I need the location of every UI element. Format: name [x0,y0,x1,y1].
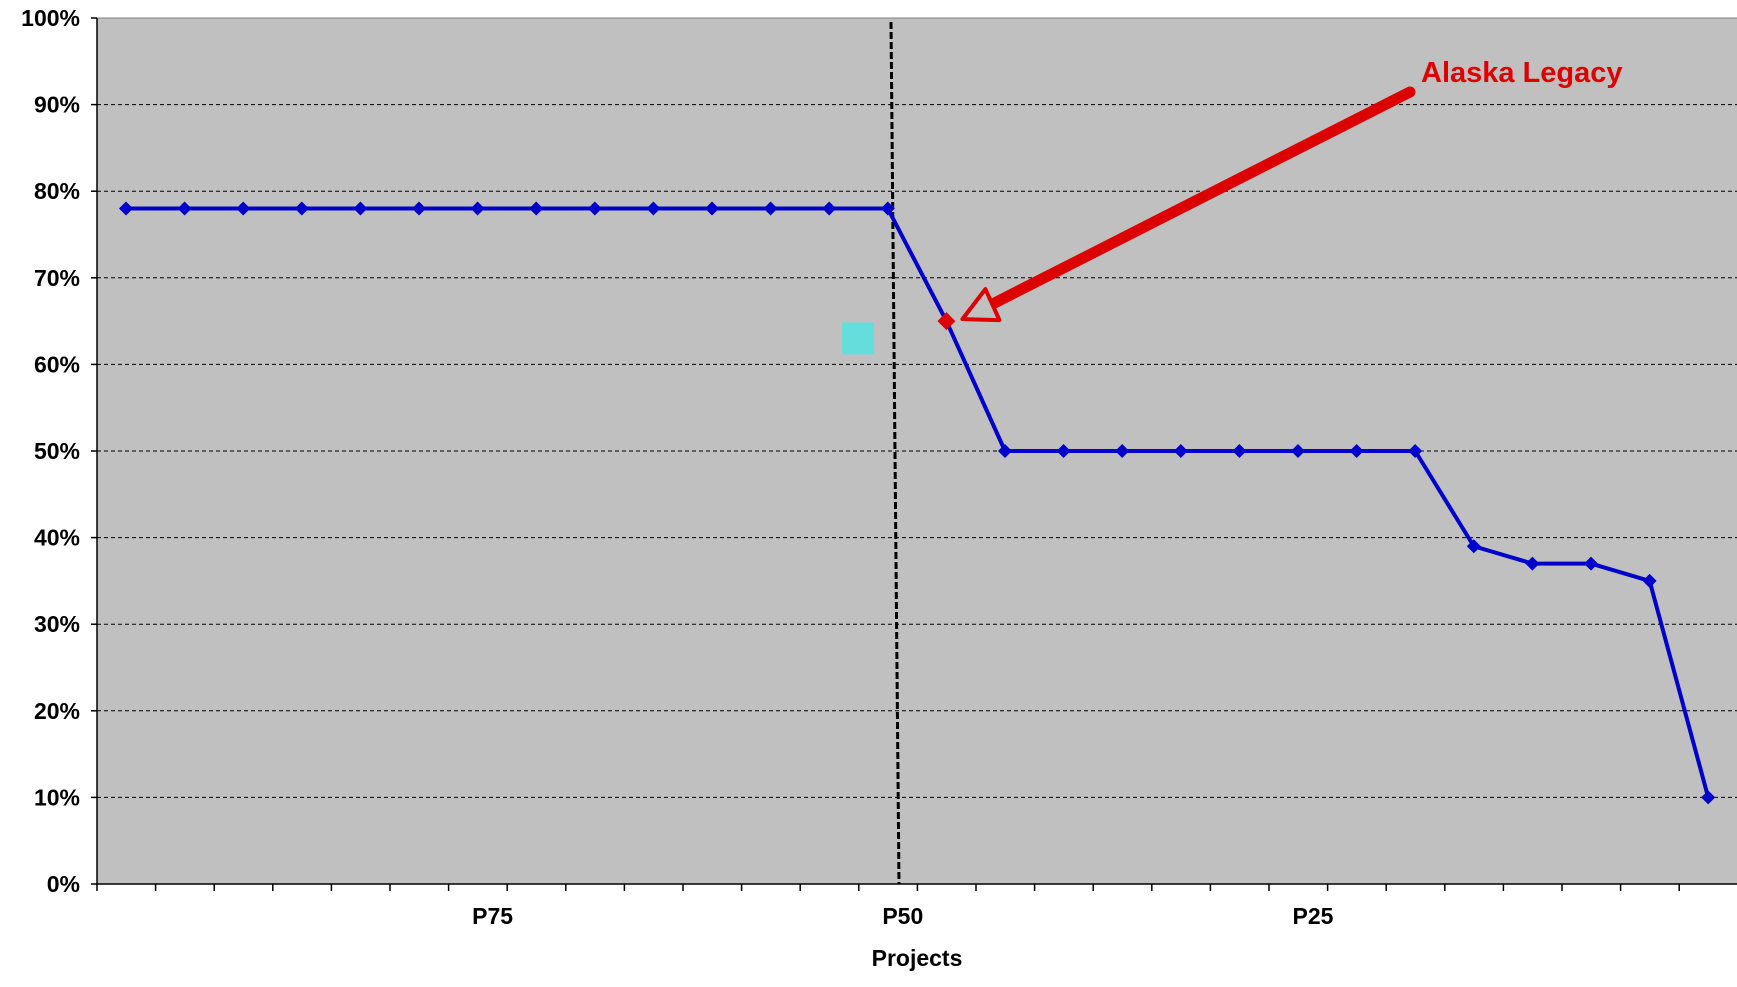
annotation-label: Alaska Legacy [1421,57,1623,89]
data-point [1408,444,1423,458]
y-tick-labels: 0% 10% 20% 30% 40% 50% 60% 70% 80% 90% 100% [21,5,80,897]
y-tick-label: 20% [34,698,80,724]
data-point [470,201,485,216]
y-tick-label: 0% [47,871,80,897]
y-tick-label: 50% [34,438,80,464]
y-tick-label: 70% [34,265,80,291]
y-tick-label: 10% [34,784,80,810]
series-line [126,206,1711,798]
data-point [236,201,251,216]
series-layer [119,201,1716,805]
data-point [294,201,309,216]
y-tick-label: 100% [21,5,80,31]
data-point [1466,539,1481,554]
data-point [1642,573,1657,588]
x-tick-labels: P75 P50 P25 [472,903,1334,929]
data-point [1525,556,1540,571]
data-point [177,201,192,216]
y-tick-label: 40% [34,525,80,551]
data-point [822,201,837,216]
data-point [412,201,426,216]
arrow-shaft [984,86,1416,311]
y-tick-label: 90% [34,92,80,118]
data-point [353,201,368,216]
data-point [587,201,602,216]
x-tick-label: P75 [472,903,513,929]
data-point [646,201,661,216]
data-point [1701,790,1716,805]
x-tick-label: P25 [1293,903,1334,929]
data-point [1056,444,1071,458]
arrow-head [960,287,1002,323]
x-tick-label: P50 [882,903,923,929]
data-point [1115,444,1130,458]
annotation-arrow [960,86,1416,323]
data-point [1291,444,1305,458]
y-tick-label: 80% [34,178,80,204]
highlight-data-point [937,312,956,331]
axes [91,17,1737,891]
data-point [1349,444,1364,458]
data-point [529,201,544,216]
y-tick-label: 30% [34,611,80,637]
data-point [1584,556,1598,571]
x-axis-label: Projects [872,945,963,971]
grid-lines [97,104,1737,798]
data-point [763,201,778,216]
y-tick-label: 60% [34,351,80,377]
data-point [119,201,133,216]
legend-marker-square [842,322,874,355]
data-point [880,201,895,216]
p50-reference-line [889,21,901,885]
data-point [998,444,1012,458]
data-point [1173,444,1188,458]
data-point [705,201,719,216]
data-point [1232,444,1247,458]
